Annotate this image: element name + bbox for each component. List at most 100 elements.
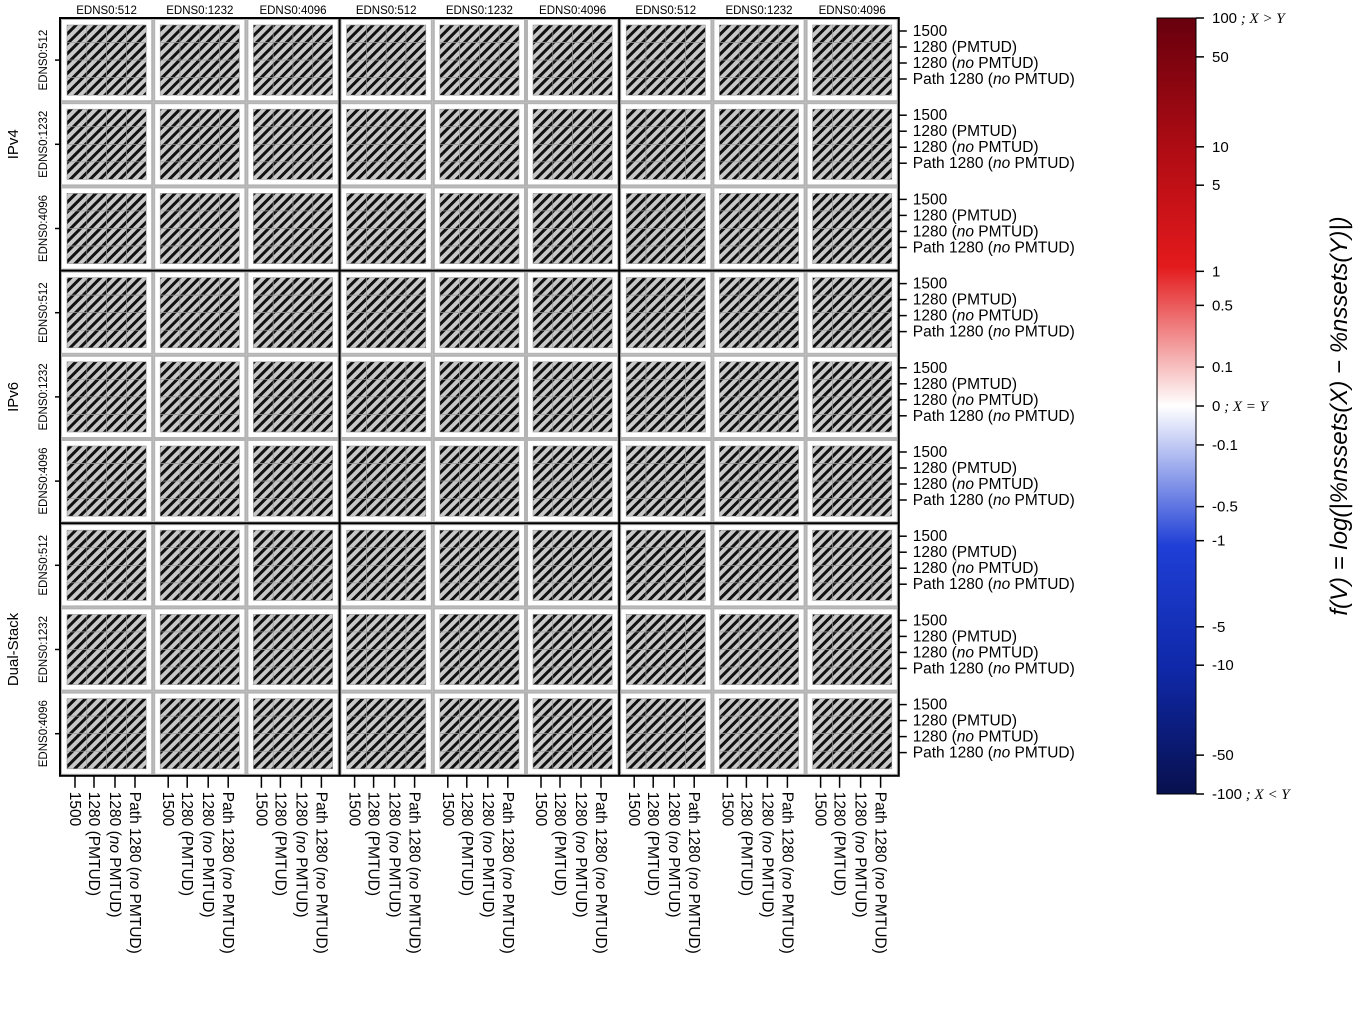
- heatmap-cell: [625, 361, 647, 380]
- heatmap-cell: [665, 750, 686, 770]
- heatmap-cell: [685, 631, 706, 650]
- heatmap-cell: [498, 42, 520, 61]
- heatmap-cell: [219, 228, 240, 247]
- heatmap-cell: [272, 698, 294, 717]
- heatmap-cell: [272, 445, 294, 464]
- heatmap-cell: [253, 750, 274, 770]
- heatmap-cell: [498, 666, 520, 685]
- heatmap-cell: [272, 210, 294, 229]
- heatmap-cell: [552, 126, 573, 145]
- heatmap-cell: [459, 750, 480, 770]
- heatmap-cell: [253, 614, 274, 633]
- heatmap-cell: [498, 108, 520, 128]
- heatmap-cell: [312, 582, 333, 601]
- heatmap-cell: [778, 126, 799, 145]
- heatmap-cell: [405, 498, 427, 517]
- heatmap-cell: [851, 715, 873, 735]
- heatmap-cell: [459, 666, 480, 685]
- heatmap-cell: [572, 614, 593, 633]
- heatmap-cell: [851, 529, 873, 549]
- heatmap-cell: [812, 77, 833, 96]
- heatmap-cell: [199, 715, 220, 735]
- heatmap-cell: [272, 294, 294, 313]
- heatmap-cell: [66, 144, 88, 163]
- heatmap-cell: [366, 329, 387, 349]
- heatmap-cell: [645, 614, 667, 633]
- heatmap-cell: [719, 108, 740, 128]
- heatmap-cell: [758, 77, 780, 96]
- heatmap-cell: [253, 144, 274, 163]
- heatmap-cell: [778, 414, 799, 433]
- heatmap-cell: [625, 245, 647, 264]
- heatmap-cell: [199, 59, 220, 78]
- heatmap-cell: [199, 294, 220, 313]
- heatmap-cell: [871, 396, 893, 415]
- path-config-label: 1280 (PMTUD): [913, 207, 1017, 224]
- heatmap-cell: [199, 463, 220, 482]
- heatmap-cell: [126, 329, 147, 349]
- heatmap-cell: [292, 529, 314, 549]
- heatmap-cell: [385, 631, 407, 650]
- heatmap-cell: [851, 564, 873, 584]
- heatmap-cell: [592, 547, 613, 566]
- heatmap-cell: [665, 312, 686, 331]
- heatmap-cell: [832, 108, 853, 128]
- heatmap-cell: [532, 445, 554, 464]
- heatmap-cell: [758, 144, 780, 163]
- heatmap-cell: [385, 294, 407, 313]
- heatmap-cell: [758, 294, 780, 313]
- heatmap-cell: [405, 750, 427, 770]
- heatmap-cell: [758, 414, 780, 433]
- heatmap-cell: [459, 396, 480, 415]
- heatmap-cell: [439, 498, 460, 517]
- heatmap-cell: [292, 329, 314, 349]
- path-config-label: 1280 (no PMTUD): [665, 792, 682, 918]
- heatmap-cell: [439, 414, 460, 433]
- heatmap-cell: [832, 614, 853, 633]
- heatmap-cell: [812, 614, 833, 633]
- heatmap-cell: [479, 329, 500, 349]
- heatmap-cell: [625, 126, 647, 145]
- heatmap-cell: [385, 529, 407, 549]
- heatmap-cell: [685, 42, 706, 61]
- bottom-axis-labels: 1500 1280 (PMTUD) 1280 (no PMTUD)Path 1280…: [66, 775, 889, 954]
- heatmap-cell: [66, 193, 88, 212]
- heatmap-cell: [385, 361, 407, 380]
- heatmap-cell: [459, 193, 480, 212]
- heatmap-cell: [572, 445, 593, 464]
- heatmap-cell: [778, 361, 799, 380]
- heatmap-cell: [199, 666, 220, 685]
- heatmap-cell: [532, 614, 554, 633]
- heatmap-cell: [366, 463, 387, 482]
- panel-border: [432, 354, 526, 439]
- heatmap-cell: [871, 529, 893, 549]
- heatmap-cell: [312, 210, 333, 229]
- heatmap-cell: [738, 77, 760, 96]
- heatmap-cell: [292, 210, 314, 229]
- path-config-label: 1500: [439, 792, 456, 827]
- path-config-label: Path 1280 (no PMTUD): [913, 745, 1075, 762]
- heatmap-cell: [871, 733, 893, 752]
- heatmap-cell: [479, 750, 500, 770]
- heatmap-cell: [532, 582, 554, 601]
- heatmap-cell: [366, 649, 387, 668]
- heatmap-cell: [439, 379, 460, 398]
- path-config-label: 1280 (no PMTUD): [913, 55, 1039, 72]
- heatmap-cell: [179, 161, 201, 180]
- heatmap-cell: [738, 108, 760, 128]
- heatmap-cell: [812, 698, 833, 717]
- heatmap-cell: [665, 59, 686, 78]
- colorbar-tick-label: -10: [1212, 657, 1234, 674]
- heatmap-cell: [592, 715, 613, 735]
- heatmap-cell: [219, 59, 240, 78]
- heatmap-cell: [645, 210, 667, 229]
- heatmap-cell: [625, 498, 647, 517]
- heatmap-cell: [439, 144, 460, 163]
- heatmap-cell: [405, 480, 427, 499]
- heatmap-cell: [459, 144, 480, 163]
- heatmap-cell: [645, 277, 667, 296]
- heatmap-cell: [738, 529, 760, 549]
- heatmap-cell: [346, 649, 367, 668]
- heatmap-cell: [812, 59, 833, 78]
- heatmap-cell: [592, 529, 613, 549]
